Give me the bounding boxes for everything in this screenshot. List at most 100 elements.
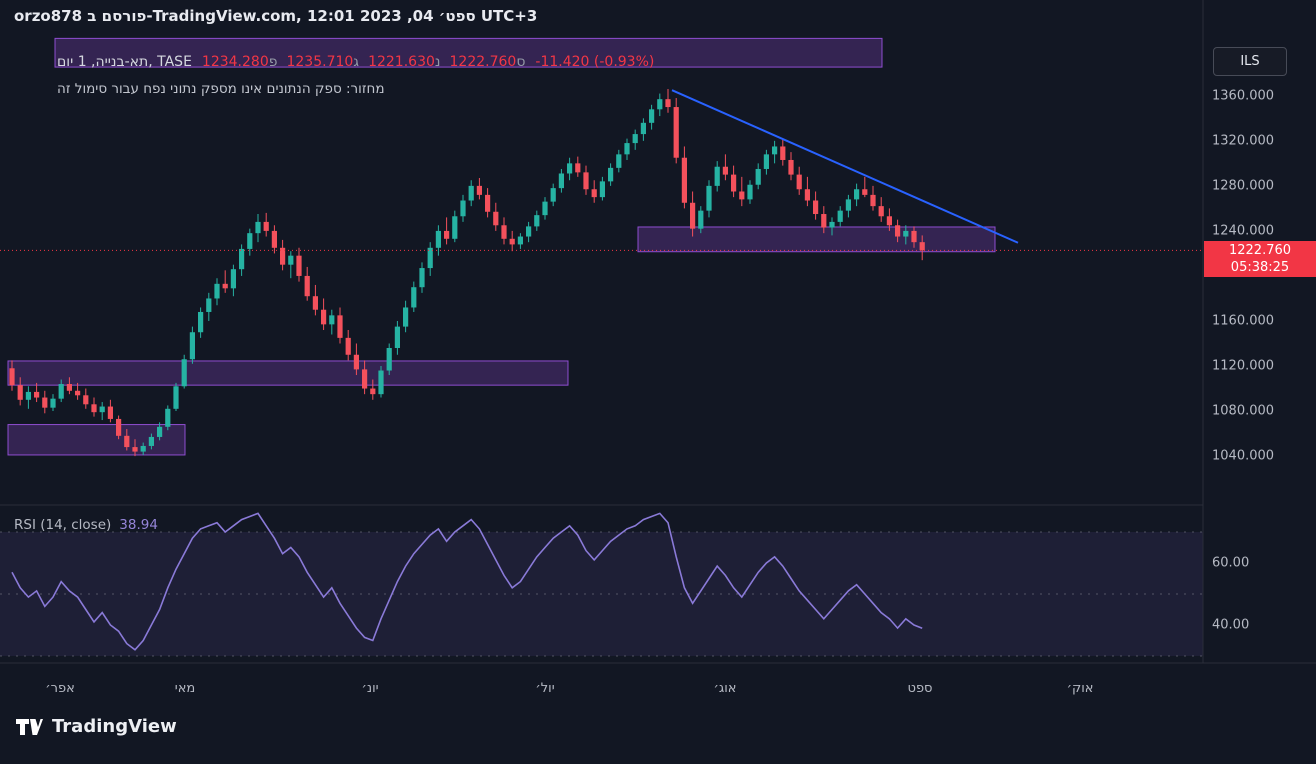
currency-button[interactable]: ILS [1213, 47, 1287, 76]
candle-body [230, 269, 236, 289]
candle-body [591, 189, 597, 198]
price-axis-label[interactable]: 1320.000 [1212, 133, 1275, 149]
candle-body [485, 194, 491, 212]
candle-body [804, 189, 810, 201]
candle-body [263, 221, 269, 231]
candle-body [9, 368, 15, 386]
rsi-axis-label[interactable]: 60.00 [1212, 555, 1250, 571]
rsi-axis-label[interactable]: 40.00 [1212, 617, 1250, 633]
candle-body [378, 370, 384, 395]
price-axis-label[interactable]: 1040.000 [1212, 448, 1275, 464]
candle-body [747, 184, 753, 200]
candle-body [419, 268, 425, 288]
candle-body [911, 230, 917, 243]
tradingview-logo-text: TradingView [52, 716, 177, 737]
candle-body [476, 185, 482, 195]
candle-body [599, 181, 605, 198]
time-axis-label[interactable]: אוק׳ [1066, 681, 1094, 696]
countdown-timer: 05:38:25 [1230, 260, 1290, 276]
candle-body [107, 406, 113, 419]
candle-body [288, 255, 294, 265]
candle-body [665, 99, 671, 108]
candle-body [312, 296, 318, 310]
price-axis-label[interactable]: 1080.000 [1212, 403, 1275, 419]
time-axis-label[interactable]: יול׳ [535, 681, 555, 696]
price-axis-label[interactable]: 1280.000 [1212, 178, 1275, 194]
candle-body [66, 384, 72, 391]
time-axis-label[interactable]: מאי [174, 681, 196, 696]
candle-body [255, 221, 261, 234]
candle-body [558, 173, 564, 189]
time-axis-label[interactable]: אפר׳ [45, 681, 75, 696]
ohlc-item: נ1221.630 [368, 54, 441, 70]
candle-body [25, 391, 31, 400]
candle-body [329, 315, 335, 325]
candle-body [173, 386, 179, 409]
candle-body [895, 225, 901, 237]
candle-body [649, 109, 655, 123]
candle-body [862, 189, 868, 195]
candle-body [468, 185, 474, 201]
candle-body [75, 390, 81, 396]
candle-body [673, 107, 679, 158]
candle-body [427, 247, 433, 269]
candle-body [34, 391, 40, 398]
candle-body [403, 307, 409, 327]
candle-body [304, 275, 310, 297]
candle-body [763, 154, 769, 169]
price-axis-label[interactable]: 1240.000 [1212, 223, 1275, 239]
candle-body [42, 397, 48, 408]
candle-body [878, 206, 884, 217]
support-resistance-zone[interactable] [54, 37, 883, 68]
symbol-info-row[interactable]: תא-בנייה, 1 יום, TASE פ1234.280 ג1235.710… [57, 54, 654, 70]
rsi-line[interactable] [11, 512, 923, 651]
candle-body [17, 385, 23, 400]
candle-body [722, 166, 728, 175]
symbol-title[interactable]: תא-בנייה, 1 יום, TASE [57, 54, 192, 70]
candle-body [788, 159, 794, 175]
candle-body [698, 210, 704, 229]
rsi-indicator-label[interactable]: RSI (14, close) 38.94 [14, 517, 158, 533]
candle-body [690, 202, 696, 229]
tradingview-footer-logo[interactable]: TradingView [16, 716, 177, 737]
candle-body [731, 174, 737, 192]
candle-body [739, 191, 745, 200]
tradingview-logo-icon [16, 717, 43, 737]
last-price-badge: 1222.760 05:38:25 [1204, 241, 1316, 278]
candle-body [706, 185, 712, 211]
candle-body [886, 216, 892, 226]
price-axis-label[interactable]: 1120.000 [1212, 358, 1275, 374]
candle-body [394, 326, 400, 349]
candle-body [91, 404, 97, 413]
support-resistance-zone[interactable] [637, 226, 996, 253]
candle-body [140, 445, 146, 452]
candle-body [534, 215, 540, 227]
candle-body [517, 236, 523, 245]
trendline[interactable] [671, 89, 1019, 244]
candle-body [509, 238, 515, 245]
candle-body [903, 230, 909, 237]
support-resistance-zone[interactable] [7, 424, 186, 456]
ohlc-values: פ1234.280 ג1235.710 נ1221.630 ס1222.760 [202, 54, 525, 70]
candle-body [501, 225, 507, 239]
candle-body [624, 143, 630, 155]
price-axis-label[interactable]: 1160.000 [1212, 313, 1275, 329]
candle-body [198, 311, 204, 333]
candle-body [165, 408, 171, 427]
candle-body [550, 188, 556, 202]
candle-body [567, 163, 573, 174]
price-axis-label[interactable]: 1360.000 [1212, 88, 1275, 104]
time-axis-label[interactable]: יונ׳ [361, 681, 379, 696]
candle-body [780, 146, 786, 160]
candle-body [755, 168, 761, 185]
candle-body [813, 200, 819, 215]
candle-body [337, 315, 343, 338]
time-axis-label[interactable]: אוג׳ [713, 681, 737, 696]
candle-body [772, 146, 778, 155]
candle-body [321, 309, 327, 325]
time-axis-label[interactable]: ספט [907, 681, 933, 696]
candle-body [632, 134, 638, 144]
candle-body [362, 369, 368, 389]
support-resistance-zone[interactable] [7, 360, 569, 386]
